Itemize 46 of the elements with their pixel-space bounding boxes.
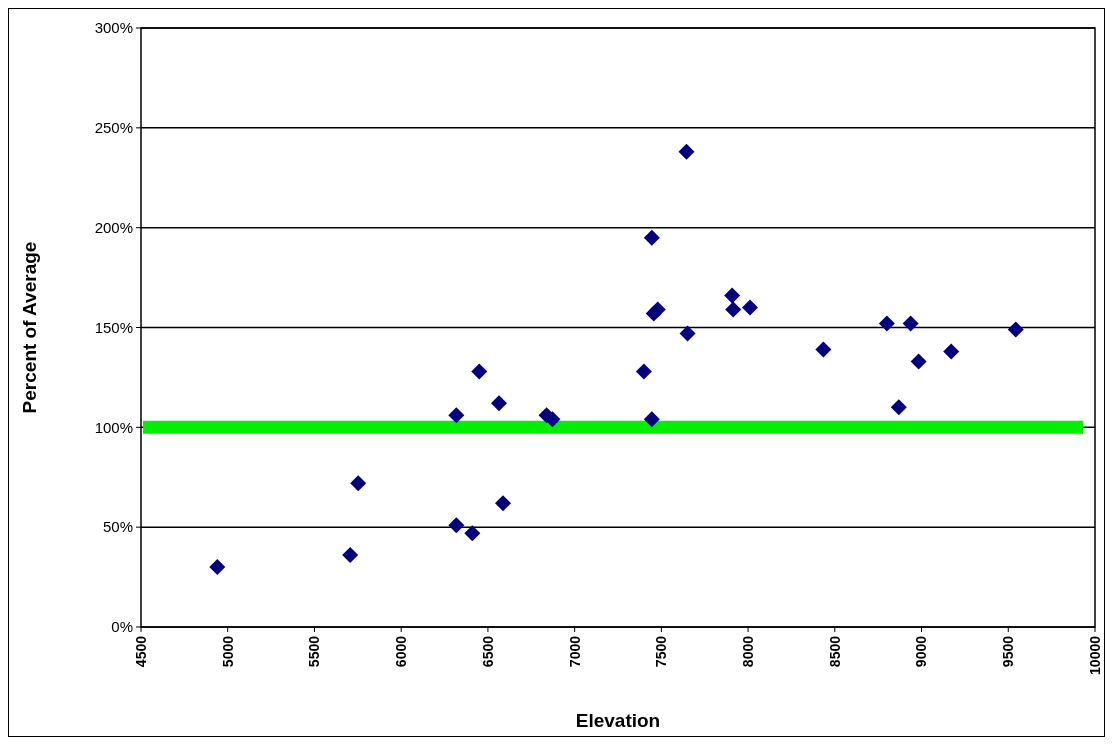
point <box>649 301 666 318</box>
point <box>742 299 758 316</box>
point <box>448 517 465 534</box>
point <box>464 525 481 542</box>
x-tick-label: 8000 <box>739 635 756 668</box>
point <box>342 547 359 564</box>
point <box>878 315 895 332</box>
point <box>643 229 660 246</box>
point <box>491 395 508 412</box>
y-tick-label: 300% <box>94 19 133 37</box>
y-tick-label: 200% <box>94 218 133 236</box>
point <box>943 343 960 360</box>
point <box>1007 321 1024 338</box>
x-tick-label: 9000 <box>913 635 930 668</box>
x-tick-label: 10000 <box>1086 635 1103 675</box>
point <box>350 475 367 492</box>
y-axis-title: Percent of Average <box>19 241 40 414</box>
x-tick-label: 7000 <box>566 635 583 668</box>
y-tick-label: 250% <box>94 119 133 137</box>
point <box>815 341 832 358</box>
y-tick-label: 0% <box>111 618 133 636</box>
point <box>635 363 652 380</box>
point <box>679 325 696 342</box>
y-tick-label: 150% <box>94 318 133 336</box>
x-tick-label: 8500 <box>826 635 843 668</box>
x-tick-label: 5500 <box>306 635 323 668</box>
point <box>643 411 660 428</box>
y-tick-label: 50% <box>102 518 133 536</box>
x-axis-title: Elevation <box>575 710 661 731</box>
point <box>678 143 695 160</box>
point <box>724 287 741 304</box>
point <box>890 399 907 416</box>
x-tick-label: 6500 <box>479 635 496 668</box>
point <box>471 363 488 380</box>
point <box>209 559 226 576</box>
x-tick-label: 7500 <box>653 635 670 668</box>
point <box>448 407 465 424</box>
point <box>902 315 919 332</box>
point <box>495 495 511 512</box>
point <box>910 353 927 370</box>
x-tick-label: 9500 <box>1000 635 1017 668</box>
point <box>725 301 742 318</box>
y-tick-label: 100% <box>94 418 133 436</box>
x-tick-label: 6000 <box>393 635 410 668</box>
x-tick-label: 4500 <box>132 635 149 668</box>
x-tick-label: 5000 <box>219 635 236 668</box>
